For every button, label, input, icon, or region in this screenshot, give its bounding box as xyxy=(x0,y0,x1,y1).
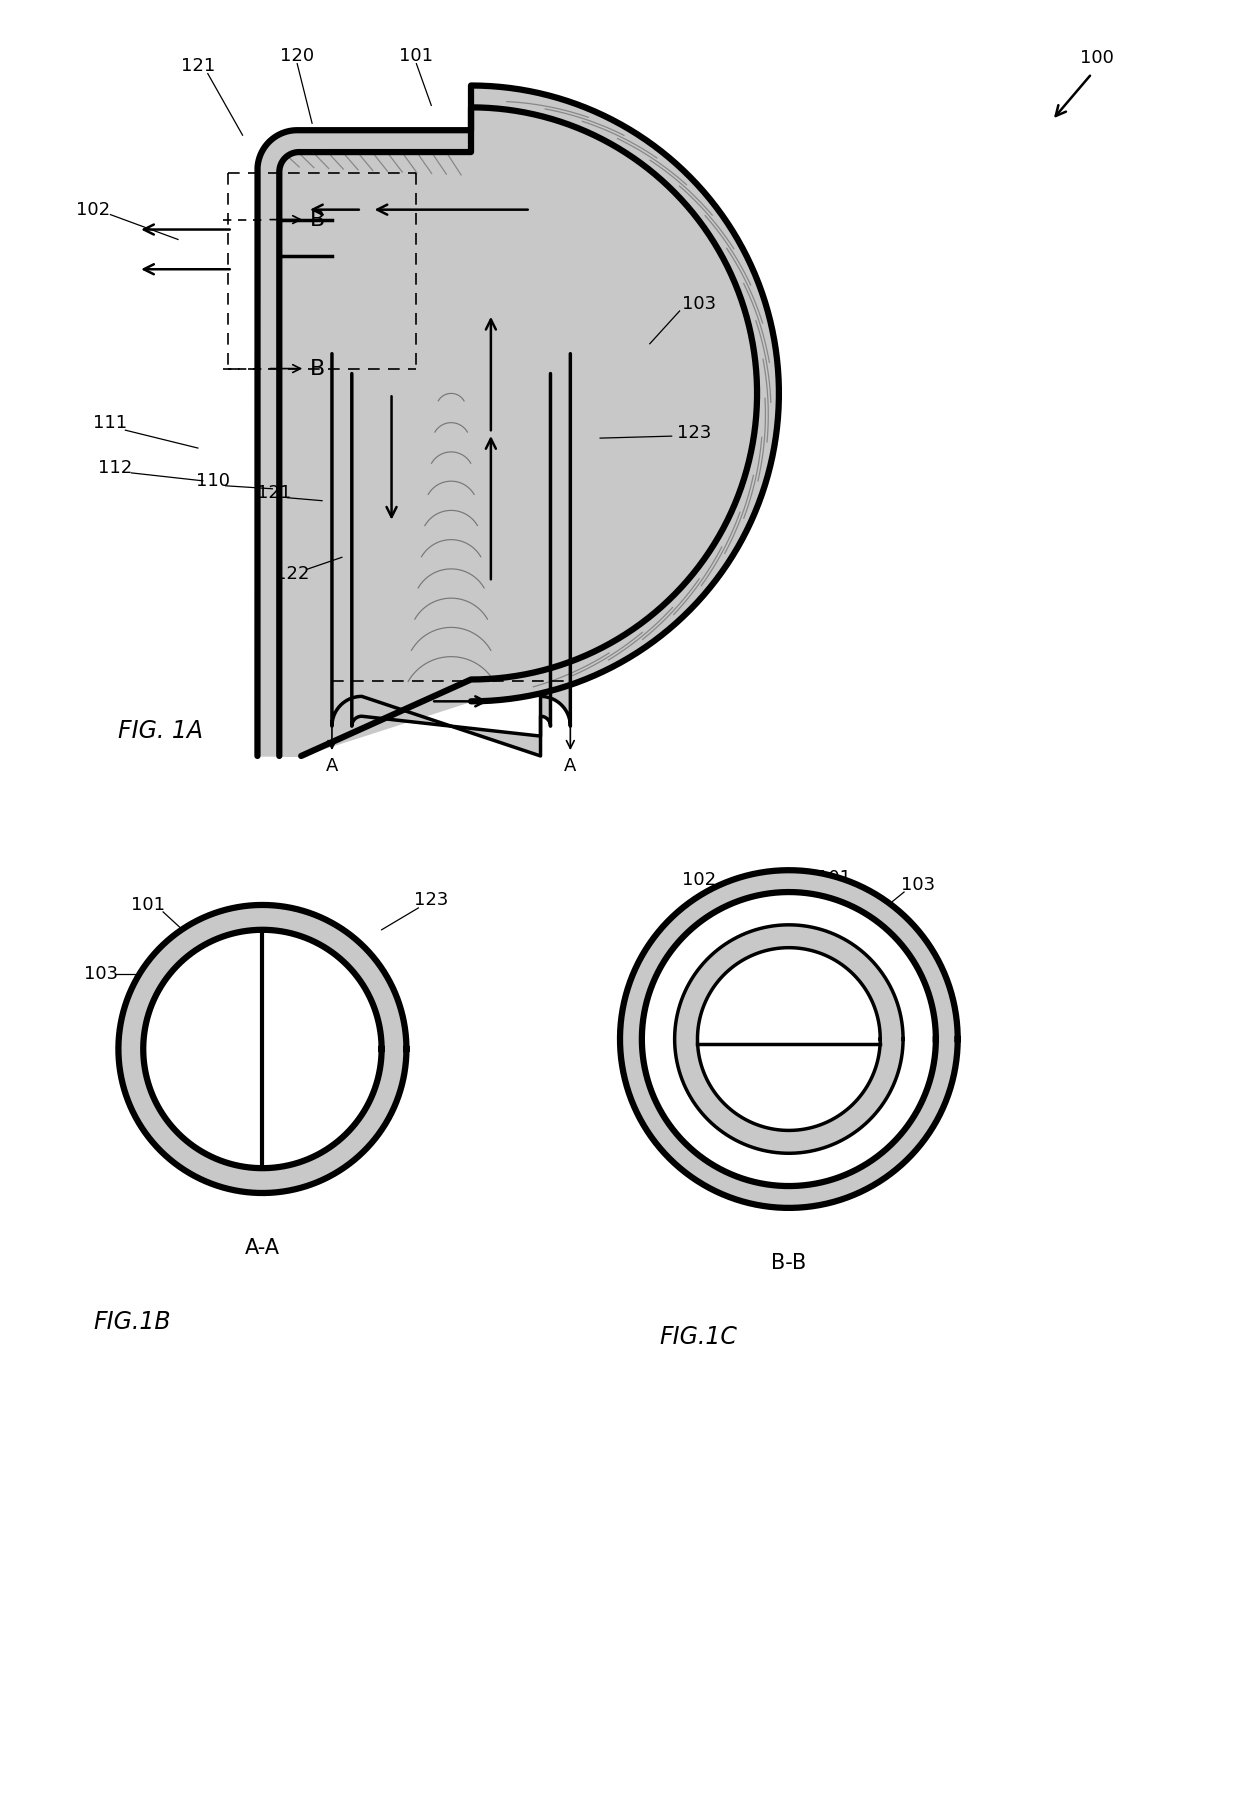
Text: 112: 112 xyxy=(98,458,133,476)
Text: 122: 122 xyxy=(171,1085,205,1103)
Text: A-A: A-A xyxy=(246,1238,280,1258)
Text: 103: 103 xyxy=(901,877,935,895)
Text: 102: 102 xyxy=(682,872,717,890)
Text: 101: 101 xyxy=(817,870,851,888)
Text: FIG.1C: FIG.1C xyxy=(660,1324,738,1350)
Polygon shape xyxy=(279,219,332,257)
Text: 123: 123 xyxy=(677,424,712,442)
Text: 120: 120 xyxy=(280,47,314,65)
Text: B: B xyxy=(310,359,325,379)
Text: A: A xyxy=(326,757,339,775)
Polygon shape xyxy=(144,929,382,1168)
Text: 101: 101 xyxy=(399,47,433,65)
Polygon shape xyxy=(118,906,407,1193)
Text: B: B xyxy=(310,210,325,230)
Polygon shape xyxy=(620,870,957,1208)
Text: 110: 110 xyxy=(196,473,229,491)
Polygon shape xyxy=(675,925,903,1154)
Text: 122: 122 xyxy=(275,566,310,584)
Text: 100: 100 xyxy=(1080,49,1114,66)
Text: 121: 121 xyxy=(181,58,215,75)
Text: 110: 110 xyxy=(662,961,697,979)
Text: FIG.1B: FIG.1B xyxy=(93,1310,171,1333)
Text: FIG. 1A: FIG. 1A xyxy=(118,719,203,744)
Polygon shape xyxy=(258,86,779,757)
Text: A: A xyxy=(564,757,577,775)
Text: 101: 101 xyxy=(131,897,165,915)
Text: 103: 103 xyxy=(682,295,717,313)
Text: 123: 123 xyxy=(414,891,449,909)
Text: 111: 111 xyxy=(93,415,128,433)
Text: 103: 103 xyxy=(84,965,119,983)
Text: 102: 102 xyxy=(77,201,110,219)
Text: 121: 121 xyxy=(257,483,291,501)
Polygon shape xyxy=(642,891,936,1186)
Text: B-B: B-B xyxy=(771,1253,806,1272)
Polygon shape xyxy=(697,947,880,1130)
Polygon shape xyxy=(332,354,570,757)
